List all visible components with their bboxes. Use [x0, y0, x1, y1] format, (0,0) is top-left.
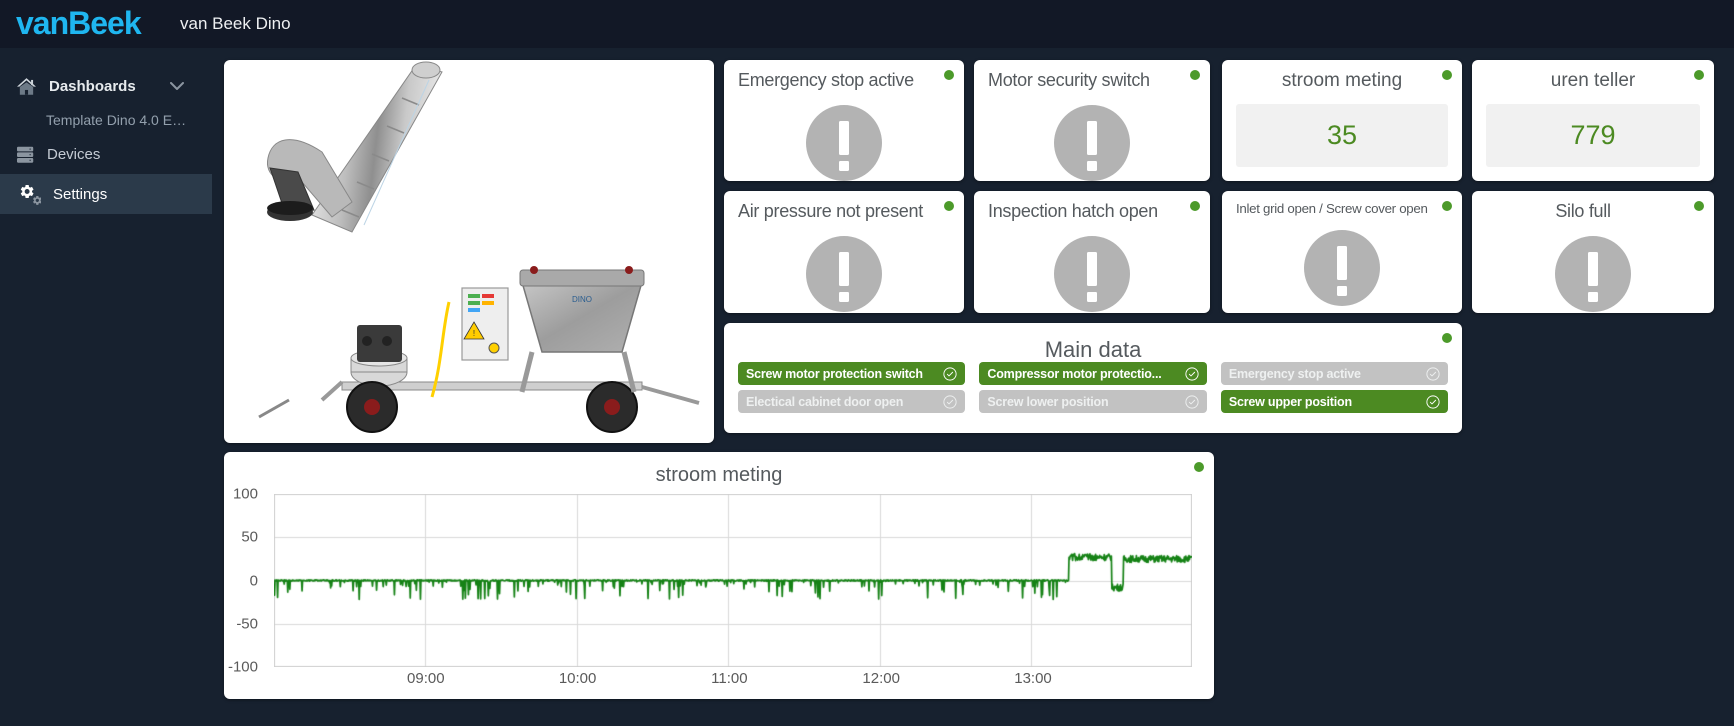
svg-text:vanBeek: vanBeek — [16, 7, 142, 41]
svg-text:DINO: DINO — [572, 295, 592, 304]
svg-text:!: ! — [473, 329, 475, 338]
